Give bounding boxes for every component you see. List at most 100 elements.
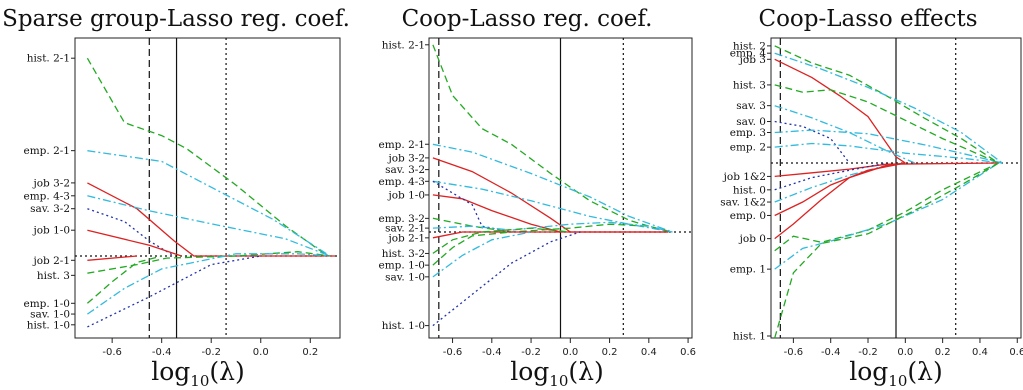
series-line — [774, 162, 999, 178]
x-axis-label-main: log — [849, 357, 889, 386]
chart-title: Sparse group-Lasso reg. coef. — [2, 6, 350, 32]
series-line — [432, 227, 571, 254]
series-line — [86, 255, 162, 304]
series-label: hist. 2 — [733, 40, 766, 52]
x-tick-label: -0.6 — [443, 347, 463, 358]
series-label: emp. 2 — [730, 142, 766, 154]
series-label: emp. 2-1 — [379, 139, 425, 151]
series-label: hist. 1 — [733, 331, 766, 343]
x-axis-label-sub: 10 — [549, 372, 569, 390]
series-line — [432, 231, 532, 278]
chart-panel-coop-lasso-effects: Coop-Lasso effects -0.6 -0.4 -0.2 0.0 0.2 0.4… — [713, 0, 1023, 390]
series-line — [774, 162, 999, 339]
series-line — [432, 217, 673, 233]
series-label: sav. 3-2 — [385, 164, 425, 176]
series-line — [87, 208, 175, 257]
series-line — [774, 84, 999, 164]
chart-title: Coop-Lasso effects — [758, 6, 978, 32]
series-line — [87, 229, 182, 257]
series-label: emp. 4-3 — [24, 190, 70, 202]
series-label: hist. 1-0 — [382, 320, 425, 332]
series-label: emp. 1-0 — [24, 298, 70, 310]
x-axis-label-sub: 10 — [888, 372, 908, 390]
series-label: emp. 4-3 — [379, 176, 425, 188]
series-label: job 2-1 — [31, 255, 70, 267]
chart-svg: -0.6 -0.4 -0.2 0.0 0.2 0.4 0.6 hist. 2-1 emp. 2-… — [379, 37, 696, 358]
series-line — [774, 162, 906, 217]
x-tick-label: 0.2 — [302, 347, 318, 358]
x-axis-label-main: log — [151, 357, 191, 386]
series-label: sav. 0 — [736, 116, 766, 128]
series-label: emp. 2-1 — [24, 145, 70, 157]
series-line — [774, 162, 999, 252]
series-label: hist. 3-2 — [382, 248, 425, 260]
series-label: job 3 — [738, 54, 766, 66]
x-tick-label: 0.6 — [1009, 347, 1023, 358]
series-label: sav. 1-0 — [30, 309, 70, 321]
series-label: job 3-2 — [386, 152, 425, 164]
series-label: job 3-2 — [31, 177, 70, 189]
series-line — [87, 182, 335, 257]
series-label: emp. 3 — [730, 127, 766, 139]
series-label: sav. 1-0 — [385, 271, 425, 283]
series-line — [774, 162, 999, 270]
series-label: emp. 3-2 — [379, 213, 425, 225]
series-line — [86, 57, 328, 257]
plot-frame — [74, 37, 341, 339]
series-label: sav. 3-2 — [30, 203, 70, 215]
x-tick-label: 0.0 — [562, 347, 578, 358]
series-line — [432, 221, 673, 233]
x-tick-label: -0.6 — [102, 347, 122, 358]
series-label: sav. 1&2 — [720, 197, 766, 209]
series-label: hist. 0 — [733, 184, 766, 196]
x-tick-label: -0.2 — [858, 347, 878, 358]
series-label: job 1-0 — [31, 225, 70, 237]
series-label: job 1&2 — [722, 171, 766, 183]
series-label: hist. 3 — [37, 270, 70, 282]
series-line — [774, 162, 887, 191]
x-tick-label: 0.2 — [935, 347, 951, 358]
series-line — [87, 195, 331, 257]
x-axis-label: log10(λ) — [422, 357, 692, 390]
series-line — [774, 142, 1003, 164]
series-line — [432, 143, 673, 233]
series-line — [774, 162, 906, 240]
x-tick-label: -0.4 — [482, 347, 502, 358]
chart-svg: -0.6 -0.4 -0.2 0.0 0.2 hist. 2-1 emp. 2-1 job 3… — [24, 37, 341, 358]
x-tick-label: -0.4 — [152, 347, 172, 358]
series-label: emp. 0 — [730, 210, 766, 222]
series-line — [432, 44, 669, 233]
x-tick-label: 0.2 — [602, 347, 618, 358]
x-tick-label: 0.4 — [641, 347, 657, 358]
x-tick-label: 0.0 — [253, 347, 269, 358]
x-tick-label: -0.2 — [521, 347, 541, 358]
chart-panel-sparse-group-lasso: Sparse group-Lasso reg. coef. -0.6 -0.4 -0… — [0, 0, 352, 390]
series-line — [774, 162, 906, 203]
series-line — [87, 253, 331, 315]
chart-panel-coop-lasso-coef: Coop-Lasso reg. coef. -0.6 -0.4 -0.2 0.0 0.2… — [362, 0, 697, 390]
series-label: job 1-0 — [386, 189, 425, 201]
series-line — [774, 52, 1003, 164]
series-label: job 2-1 — [386, 232, 425, 244]
series-label: sav. 2-1 — [385, 223, 425, 235]
x-axis-label-arg: (λ) — [907, 357, 943, 386]
series-line — [432, 194, 561, 233]
x-axis-label-arg: (λ) — [209, 357, 245, 386]
series-line — [87, 150, 331, 257]
series-line — [774, 58, 906, 164]
x-tick-label: 0.4 — [972, 347, 988, 358]
series-label: emp. 1-0 — [379, 260, 425, 272]
series-line — [774, 45, 999, 164]
x-tick-label: -0.4 — [821, 347, 841, 358]
x-tick-label: -0.2 — [201, 347, 221, 358]
x-tick-label: -0.6 — [784, 347, 804, 358]
series-line — [432, 231, 669, 239]
series-label: job 0 — [738, 233, 766, 245]
series-label: hist. 1-0 — [27, 319, 70, 331]
chart-title: Coop-Lasso reg. coef. — [401, 6, 653, 32]
x-axis-label-sub: 10 — [190, 372, 210, 390]
series-line — [774, 105, 915, 164]
x-axis-label-main: log — [510, 357, 550, 386]
series-label: hist. 2-1 — [382, 39, 425, 51]
series-line — [432, 231, 581, 327]
